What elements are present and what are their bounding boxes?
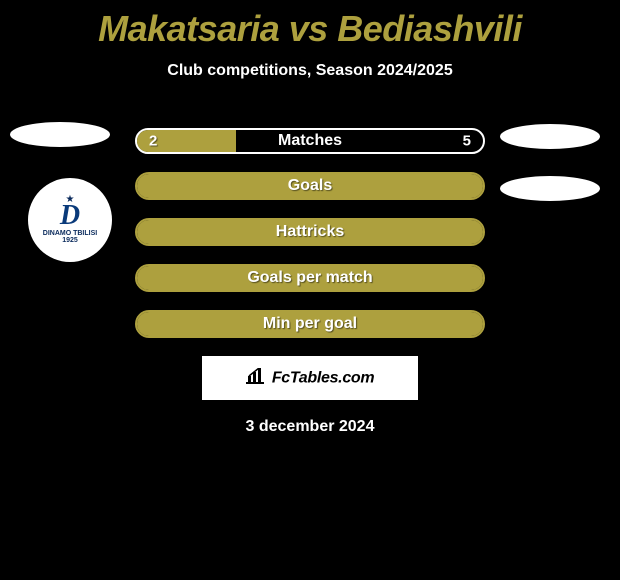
club-left-logo: ★ D DINAMO TBILISI 1925 — [28, 178, 112, 262]
stats-container: 2 Matches 5 Goals Hattricks Goals per ma… — [135, 128, 485, 338]
page-title: Makatsaria vs Bediashvili — [0, 0, 620, 50]
player-left-placeholder — [10, 122, 110, 147]
page-subtitle: Club competitions, Season 2024/2025 — [0, 62, 620, 80]
stat-row-matches: 2 Matches 5 — [135, 128, 485, 154]
stat-label-goals: Goals — [288, 177, 332, 195]
date-label: 3 december 2024 — [0, 418, 620, 436]
stat-label-matches: Matches — [278, 132, 342, 150]
player-right-placeholder — [500, 124, 600, 149]
stat-row-gpm: Goals per match — [135, 264, 485, 292]
club-logo-text: DINAMO TBILISI 1925 — [43, 230, 97, 245]
stat-label-gpm: Goals per match — [247, 269, 372, 287]
chart-icon — [246, 368, 264, 389]
source-label: FcTables.com — [246, 368, 375, 389]
source-box: FcTables.com — [202, 356, 418, 400]
stat-row-hattricks: Hattricks — [135, 218, 485, 246]
club-logo-letter: D — [60, 205, 80, 227]
stat-row-goals: Goals — [135, 172, 485, 200]
source-text: FcTables.com — [272, 369, 375, 386]
stat-row-mpg: Min per goal — [135, 310, 485, 338]
stat-label-hattricks: Hattricks — [276, 223, 344, 241]
stat-value-left-matches: 2 — [149, 133, 157, 150]
club-right-placeholder — [500, 176, 600, 201]
stat-value-right-matches: 5 — [463, 133, 471, 150]
stat-label-mpg: Min per goal — [263, 315, 357, 333]
